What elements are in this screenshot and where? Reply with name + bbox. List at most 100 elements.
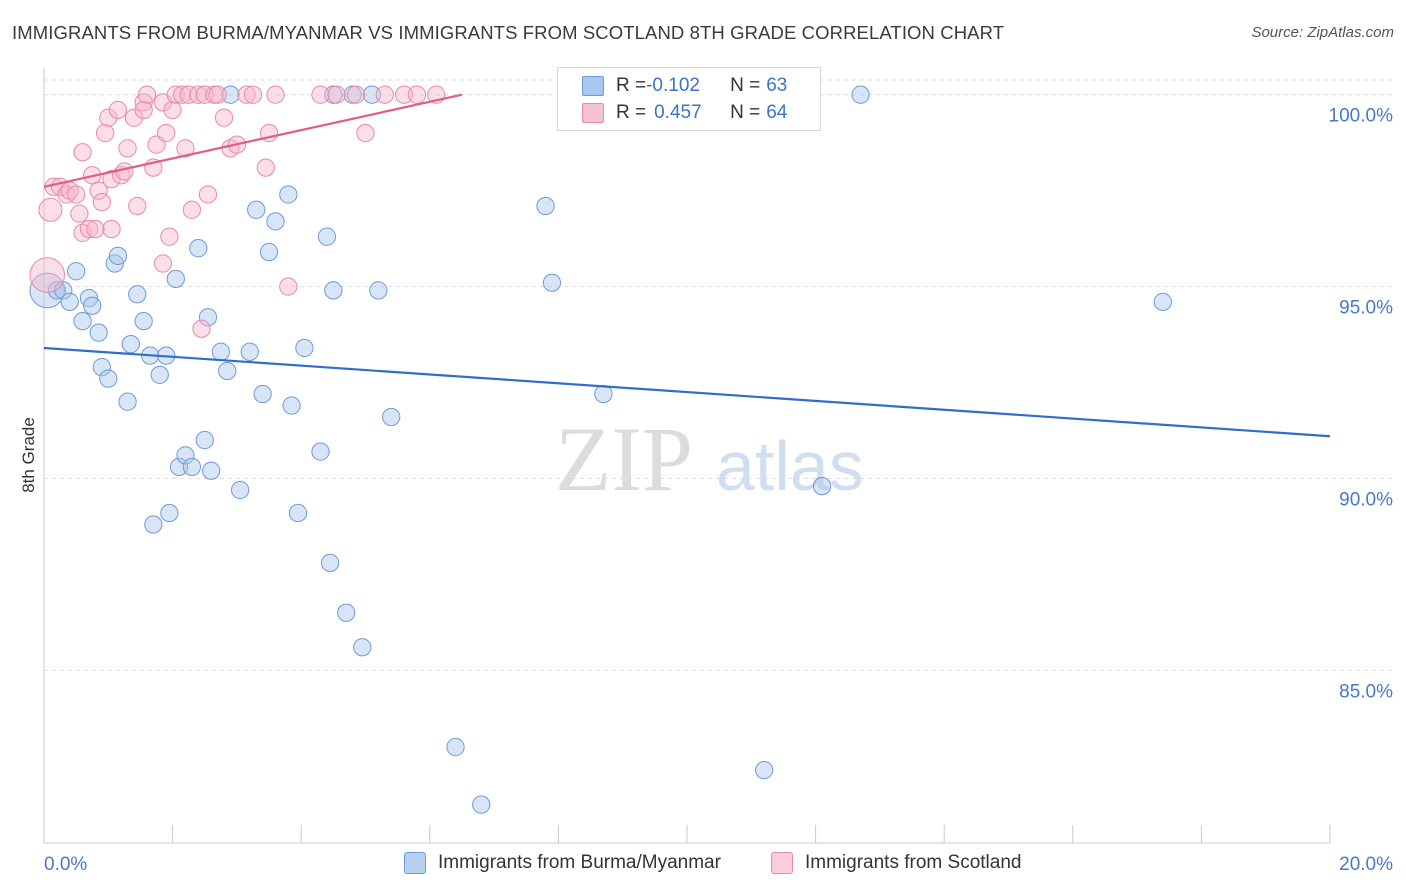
- burma-point: [150, 365, 169, 384]
- burma-point: [288, 503, 308, 523]
- scotland-point: [95, 123, 115, 143]
- scotland-point: [29, 257, 65, 293]
- burma-point: [279, 185, 298, 204]
- scotland-point: [102, 219, 121, 239]
- watermark: ZIP atlas: [555, 408, 864, 510]
- burma-point: [60, 292, 79, 312]
- scotland-point: [214, 108, 234, 127]
- scotland-point: [356, 123, 375, 143]
- series-legend: Immigrants from Burma/Myanmar Immigrants…: [0, 852, 1406, 878]
- burma-point: [128, 285, 147, 304]
- scotland-point: [179, 85, 198, 104]
- scotland-point: [173, 85, 192, 104]
- burma-point: [166, 269, 185, 289]
- scotland-point: [38, 197, 63, 222]
- scotland-point: [189, 85, 208, 104]
- burma-point: [472, 795, 491, 814]
- burma-point: [282, 396, 301, 415]
- burma-point: [83, 296, 102, 315]
- burma-point: [311, 442, 330, 461]
- burma-point: [47, 281, 67, 300]
- scotland-point: [99, 108, 118, 127]
- burma-point: [317, 227, 337, 246]
- scotland-point: [176, 139, 195, 158]
- axis-layer: [43, 68, 1331, 844]
- burma-point: [176, 446, 195, 465]
- burma-point: [218, 361, 237, 381]
- burma-point: [67, 262, 86, 281]
- watermark-zip: ZIP: [555, 408, 693, 510]
- chart-title: IMMIGRANTS FROM BURMA/MYANMAR VS IMMIGRA…: [12, 22, 1005, 43]
- burma-point: [337, 603, 356, 622]
- scotland-point: [311, 85, 330, 104]
- points-layer: [29, 85, 1172, 814]
- burma-point: [89, 323, 108, 342]
- series-legend-scotland[interactable]: Immigrants from Scotland: [771, 852, 1021, 874]
- scotland-point: [192, 319, 211, 338]
- scotland-point: [243, 85, 263, 104]
- scotland-trend-line: [43, 93, 463, 188]
- series-swatch-burma: [404, 852, 426, 874]
- label-layer: 85.0% 90.0% 95.0% 100.0% 0.0% 20.0% 8th Grade: [19, 106, 1393, 875]
- legend-swatch-scotland: [582, 103, 604, 123]
- scotland-point: [407, 85, 427, 104]
- scotland-point: [166, 85, 185, 104]
- burma-point: [195, 430, 214, 450]
- y-tick-label: 90.0%: [1339, 489, 1393, 510]
- scotland-point: [182, 200, 202, 219]
- burma-point: [295, 338, 314, 358]
- burma-point: [73, 311, 92, 331]
- grid-layer: [44, 79, 1394, 671]
- burma-point: [812, 476, 832, 496]
- scotland-point: [86, 219, 105, 239]
- burma-point: [108, 246, 128, 266]
- burma-point: [353, 638, 372, 657]
- burma-point: [382, 407, 401, 427]
- series-swatch-scotland: [771, 852, 793, 874]
- scotland-point: [375, 85, 394, 104]
- burma-point: [169, 457, 189, 477]
- scotland-point: [394, 85, 414, 104]
- burma-point: [542, 273, 562, 292]
- burma-trend-line: [43, 346, 1331, 438]
- legend-row-burma: R = -0.102 N = 63: [582, 73, 787, 99]
- scotland-point: [153, 254, 173, 273]
- legend-r-label: R =: [616, 102, 647, 123]
- y-tick-label: 95.0%: [1339, 298, 1393, 319]
- x-tick-label-min: 0.0%: [44, 854, 87, 875]
- scotland-point: [79, 219, 99, 239]
- legend-row-scotland: R = 0.457 N = 64: [582, 100, 787, 126]
- series-legend-burma[interactable]: Immigrants from Burma/Myanmar: [404, 852, 721, 874]
- burma-point: [211, 342, 230, 361]
- burma-point: [99, 369, 118, 388]
- legend-n-label: N =: [730, 102, 761, 123]
- scotland-point: [256, 158, 275, 177]
- burma-point: [221, 85, 240, 104]
- scotland-point: [128, 196, 147, 216]
- burma-point: [240, 342, 259, 361]
- scotland-point: [124, 108, 144, 127]
- legend-r-value: -0.102: [646, 75, 700, 96]
- y-tick-label: 100.0%: [1329, 106, 1394, 127]
- watermark-atlas: atlas: [716, 427, 864, 505]
- series-legend-label: Immigrants from Scotland: [805, 852, 1022, 873]
- scotland-point: [279, 277, 298, 296]
- burma-point: [121, 334, 140, 354]
- burma-point: [755, 760, 774, 780]
- burma-point: [266, 212, 285, 231]
- burma-point: [230, 480, 250, 500]
- scotland-point: [327, 85, 346, 104]
- scotland-point: [92, 193, 112, 212]
- scotland-point: [237, 85, 256, 104]
- burma-point: [134, 311, 153, 331]
- burma-point: [851, 85, 870, 104]
- burma-point: [1153, 292, 1172, 312]
- burma-point: [253, 384, 272, 404]
- burma-point: [202, 461, 221, 480]
- burma-point: [92, 358, 112, 377]
- scotland-point: [198, 185, 218, 204]
- burma-point: [320, 553, 340, 573]
- burma-point: [362, 85, 382, 104]
- scotland-point: [160, 227, 179, 246]
